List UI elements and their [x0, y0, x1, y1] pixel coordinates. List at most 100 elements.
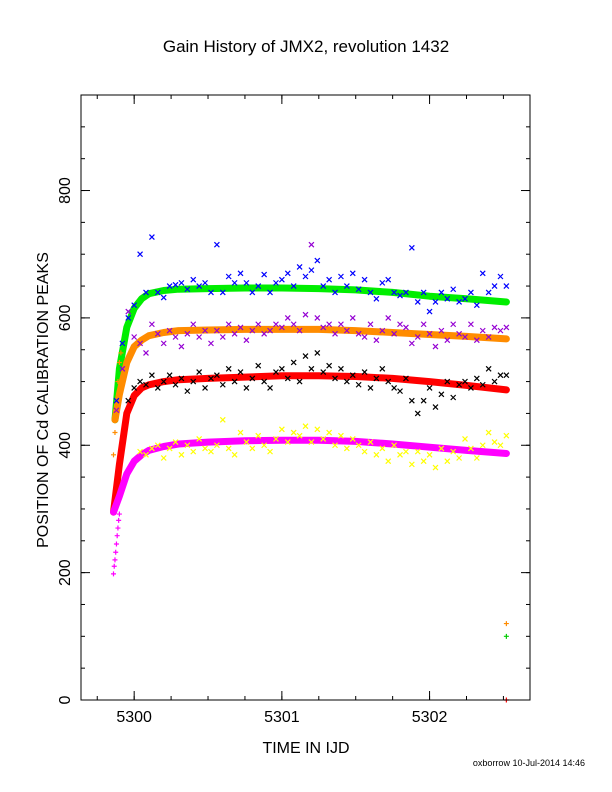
data-point	[284, 314, 291, 321]
x-tick-label: 5302	[412, 709, 448, 726]
y-axis-label: POSITION OF Cd CALIBRATION PEAKS	[35, 252, 52, 548]
data-point	[343, 327, 350, 334]
data-point	[403, 289, 409, 296]
data-point	[373, 375, 380, 382]
data-point	[278, 276, 285, 283]
data-point	[343, 445, 350, 452]
data-point	[148, 321, 155, 328]
data-point	[314, 349, 321, 356]
data-point	[131, 302, 138, 309]
data-point	[113, 397, 120, 404]
data-point	[462, 295, 468, 302]
data-point	[190, 378, 197, 385]
data-point	[491, 283, 498, 289]
data-point	[166, 283, 173, 289]
data-point	[115, 525, 121, 531]
data-point	[467, 289, 474, 296]
data-point	[379, 279, 386, 286]
data-point	[397, 388, 403, 395]
fit-curve-1	[111, 284, 510, 424]
data-point	[503, 633, 509, 639]
data-point	[332, 442, 338, 449]
data-point	[273, 279, 279, 286]
data-point	[261, 330, 268, 337]
data-point	[420, 289, 427, 296]
data-point	[131, 334, 138, 340]
data-point	[403, 375, 409, 382]
data-point	[497, 273, 504, 280]
data-point	[432, 299, 439, 305]
data-point	[225, 365, 232, 372]
data-point	[444, 458, 451, 465]
data-point	[190, 321, 197, 328]
data-point	[302, 423, 309, 430]
fit-curve-2	[111, 325, 510, 424]
data-point	[255, 362, 262, 369]
y-tick-label: 200	[57, 559, 74, 586]
data-point	[367, 385, 374, 391]
data-point	[202, 385, 208, 391]
data-point	[255, 432, 262, 439]
data-point	[379, 445, 386, 452]
data-point	[308, 439, 315, 446]
data-point	[326, 321, 333, 328]
data-point	[302, 311, 309, 318]
data-point	[485, 429, 492, 436]
data-point	[391, 385, 398, 391]
data-point	[190, 276, 197, 283]
data-point	[119, 340, 126, 347]
data-point	[116, 517, 122, 523]
data-point	[172, 439, 179, 446]
data-point	[479, 327, 486, 334]
data-point	[166, 372, 173, 379]
data-point	[479, 270, 486, 277]
data-point	[219, 416, 226, 423]
data-point	[137, 251, 144, 258]
data-point	[491, 378, 498, 385]
data-point	[184, 330, 191, 337]
data-point	[219, 334, 226, 340]
data-point	[444, 295, 451, 302]
series-3	[125, 349, 510, 417]
data-point	[408, 244, 415, 251]
data-point	[225, 321, 232, 328]
data-point	[349, 435, 356, 442]
data-point	[408, 461, 415, 468]
data-point	[367, 289, 374, 296]
data-point	[290, 429, 297, 436]
data-point	[485, 289, 492, 296]
data-point	[450, 321, 457, 328]
chart-title: Gain History of JMX2, revolution 1432	[163, 37, 449, 56]
data-point	[426, 451, 433, 458]
data-point	[267, 327, 273, 334]
data-point	[438, 289, 445, 296]
data-point	[308, 241, 315, 248]
data-point	[355, 442, 362, 449]
data-point	[113, 549, 119, 555]
data-point	[314, 314, 321, 321]
data-point	[432, 343, 439, 350]
data-point	[290, 283, 297, 289]
data-point	[385, 458, 392, 465]
data-point	[462, 435, 468, 442]
data-point	[255, 283, 262, 289]
data-point	[302, 273, 309, 280]
data-point	[113, 404, 119, 410]
data-point	[184, 442, 191, 449]
data-point	[485, 365, 492, 372]
data-point	[202, 327, 208, 334]
data-point	[160, 455, 167, 461]
data-layer	[110, 234, 510, 703]
data-point	[110, 571, 116, 577]
data-point	[397, 451, 403, 458]
data-point	[379, 327, 386, 334]
data-point	[444, 378, 451, 385]
data-point	[349, 314, 356, 321]
data-point	[420, 321, 427, 328]
data-point	[225, 273, 232, 280]
data-point	[255, 321, 262, 328]
data-point	[112, 557, 118, 563]
data-point	[296, 378, 303, 385]
data-point	[391, 289, 398, 296]
data-point	[432, 404, 439, 410]
